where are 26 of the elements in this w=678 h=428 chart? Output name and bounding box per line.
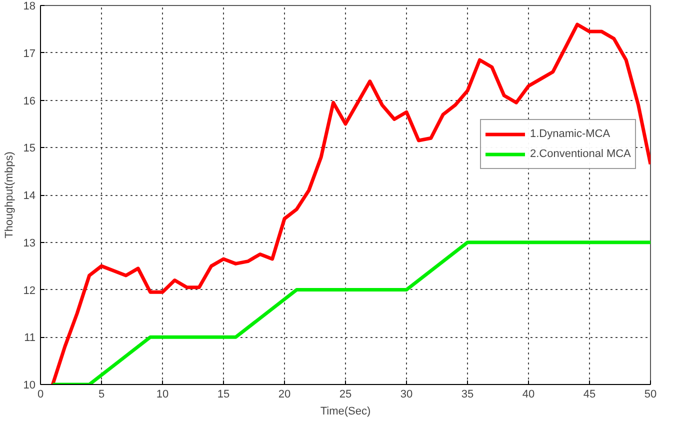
x-tick-label: 10 [156, 388, 169, 400]
x-tick-label: 5 [98, 388, 105, 400]
x-tick-label: 25 [339, 388, 352, 400]
y-tick-label: 18 [23, 0, 36, 12]
line-series [50, 22, 650, 384]
x-tick-label: 30 [400, 388, 413, 400]
legend-label: 2.Conventional MCA [530, 148, 631, 160]
line-series [50, 240, 650, 384]
y-tick-label: 13 [23, 237, 36, 250]
legend-label: 1.Dynamic-MCA [530, 128, 610, 140]
y-tick-label: 15 [23, 142, 36, 155]
y-tick-label: 14 [23, 190, 36, 202]
x-tick-label: 40 [522, 388, 535, 400]
y-tick-label: 12 [23, 284, 36, 297]
y-tick-label: 16 [23, 95, 36, 108]
x-tick-label: 15 [217, 388, 230, 400]
x-tick-label: 20 [278, 388, 291, 400]
x-tick-label: 45 [583, 388, 596, 400]
y-tick-label: 17 [23, 48, 36, 60]
y-axis-title: Thoughput(mbps) [3, 152, 16, 238]
x-axis-title: Time(Sec) [320, 406, 371, 418]
x-tick-label: 50 [644, 388, 657, 400]
y-tick-label: 11 [24, 332, 36, 344]
x-tick-label: 0 [37, 388, 44, 400]
x-tick-label: 35 [461, 388, 474, 400]
y-tick-label: 10 [23, 380, 36, 392]
